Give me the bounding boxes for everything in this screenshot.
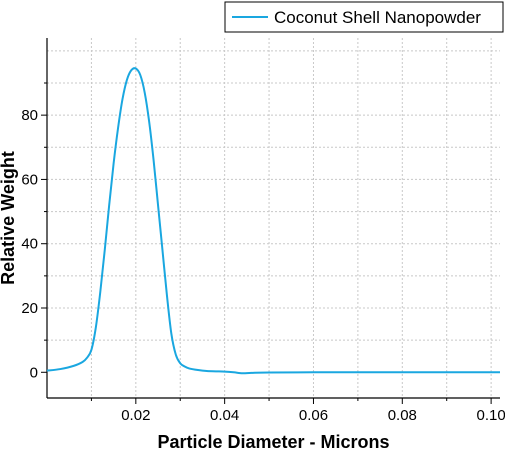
x-tick-label: 0.08 bbox=[388, 407, 417, 424]
legend-box bbox=[224, 1, 504, 33]
y-tick-label: 40 bbox=[21, 236, 38, 253]
x-tick-label: 0.10 bbox=[477, 407, 505, 424]
legend: Coconut Shell Nanopowder bbox=[224, 1, 504, 33]
y-tick-label: 0 bbox=[30, 364, 38, 381]
x-tick-label: 0.02 bbox=[121, 407, 150, 424]
x-tick-label: 0.04 bbox=[210, 407, 239, 424]
legend-label: Coconut Shell Nanopowder bbox=[274, 8, 481, 27]
x-tick-label: 0.06 bbox=[299, 407, 328, 424]
y-tick-label: 60 bbox=[21, 171, 38, 188]
axes bbox=[41, 38, 500, 404]
series-line bbox=[46, 67, 500, 375]
grid bbox=[47, 38, 500, 398]
y-tick-label: 20 bbox=[21, 300, 38, 317]
y-axis-title: Relative Weight bbox=[0, 151, 18, 285]
tick-labels: 0.02 0.04 0.06 0.08 0.10 0 20 40 60 80 bbox=[21, 107, 505, 424]
y-tick-label: 80 bbox=[21, 107, 38, 124]
series-layer bbox=[46, 67, 500, 375]
x-axis-title: Particle Diameter - Microns bbox=[157, 432, 389, 452]
